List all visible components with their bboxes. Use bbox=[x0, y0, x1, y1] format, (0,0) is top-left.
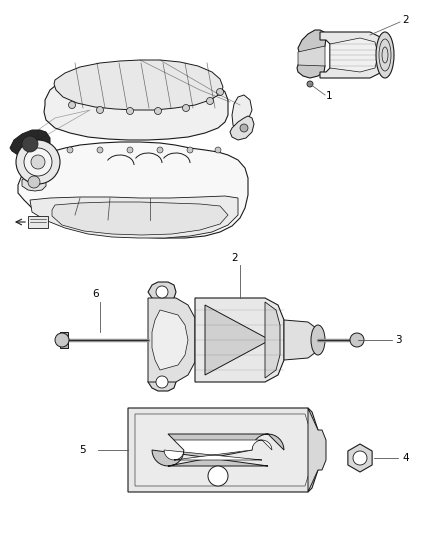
Circle shape bbox=[22, 136, 38, 152]
Text: 4: 4 bbox=[402, 453, 409, 463]
Circle shape bbox=[216, 88, 223, 95]
Polygon shape bbox=[205, 305, 270, 375]
Text: 2: 2 bbox=[402, 15, 409, 25]
Text: 1: 1 bbox=[326, 91, 332, 101]
Polygon shape bbox=[148, 298, 195, 382]
Ellipse shape bbox=[311, 325, 325, 355]
Circle shape bbox=[55, 333, 69, 347]
Polygon shape bbox=[30, 196, 238, 238]
Polygon shape bbox=[265, 302, 280, 378]
Circle shape bbox=[187, 147, 193, 153]
Polygon shape bbox=[308, 408, 326, 492]
Polygon shape bbox=[284, 320, 318, 360]
Circle shape bbox=[24, 148, 52, 176]
Polygon shape bbox=[320, 32, 385, 78]
Polygon shape bbox=[297, 58, 325, 78]
Polygon shape bbox=[10, 130, 50, 158]
Ellipse shape bbox=[376, 32, 394, 78]
Polygon shape bbox=[195, 298, 284, 382]
Circle shape bbox=[96, 107, 103, 114]
Circle shape bbox=[67, 147, 73, 153]
Circle shape bbox=[156, 376, 168, 388]
Circle shape bbox=[208, 466, 228, 486]
Circle shape bbox=[31, 155, 45, 169]
Text: 3: 3 bbox=[395, 335, 402, 345]
Circle shape bbox=[307, 81, 313, 87]
Bar bbox=[28, 216, 48, 228]
Circle shape bbox=[350, 333, 364, 347]
Polygon shape bbox=[298, 30, 326, 58]
Circle shape bbox=[28, 176, 40, 188]
Circle shape bbox=[240, 124, 248, 132]
Text: 6: 6 bbox=[93, 289, 99, 299]
Polygon shape bbox=[60, 332, 68, 348]
Polygon shape bbox=[348, 444, 372, 472]
Circle shape bbox=[183, 104, 190, 111]
Circle shape bbox=[215, 147, 221, 153]
Circle shape bbox=[97, 147, 103, 153]
Polygon shape bbox=[152, 434, 284, 466]
Polygon shape bbox=[128, 408, 318, 492]
Polygon shape bbox=[152, 310, 188, 370]
Circle shape bbox=[156, 286, 168, 298]
Polygon shape bbox=[54, 60, 223, 110]
Circle shape bbox=[157, 147, 163, 153]
Polygon shape bbox=[164, 440, 272, 460]
Polygon shape bbox=[44, 69, 228, 140]
Circle shape bbox=[127, 108, 134, 115]
Polygon shape bbox=[22, 173, 46, 191]
Text: 2: 2 bbox=[232, 253, 238, 263]
Circle shape bbox=[353, 451, 367, 465]
Circle shape bbox=[16, 140, 60, 184]
Polygon shape bbox=[232, 95, 252, 132]
Circle shape bbox=[155, 108, 162, 115]
Circle shape bbox=[127, 147, 133, 153]
Circle shape bbox=[68, 101, 75, 109]
Polygon shape bbox=[135, 414, 310, 486]
Polygon shape bbox=[298, 46, 325, 66]
Polygon shape bbox=[148, 282, 176, 301]
Polygon shape bbox=[148, 372, 176, 391]
Polygon shape bbox=[18, 142, 248, 238]
Polygon shape bbox=[230, 116, 254, 140]
Polygon shape bbox=[330, 38, 378, 72]
Polygon shape bbox=[52, 202, 228, 235]
Circle shape bbox=[206, 98, 213, 104]
Text: 5: 5 bbox=[79, 445, 85, 455]
